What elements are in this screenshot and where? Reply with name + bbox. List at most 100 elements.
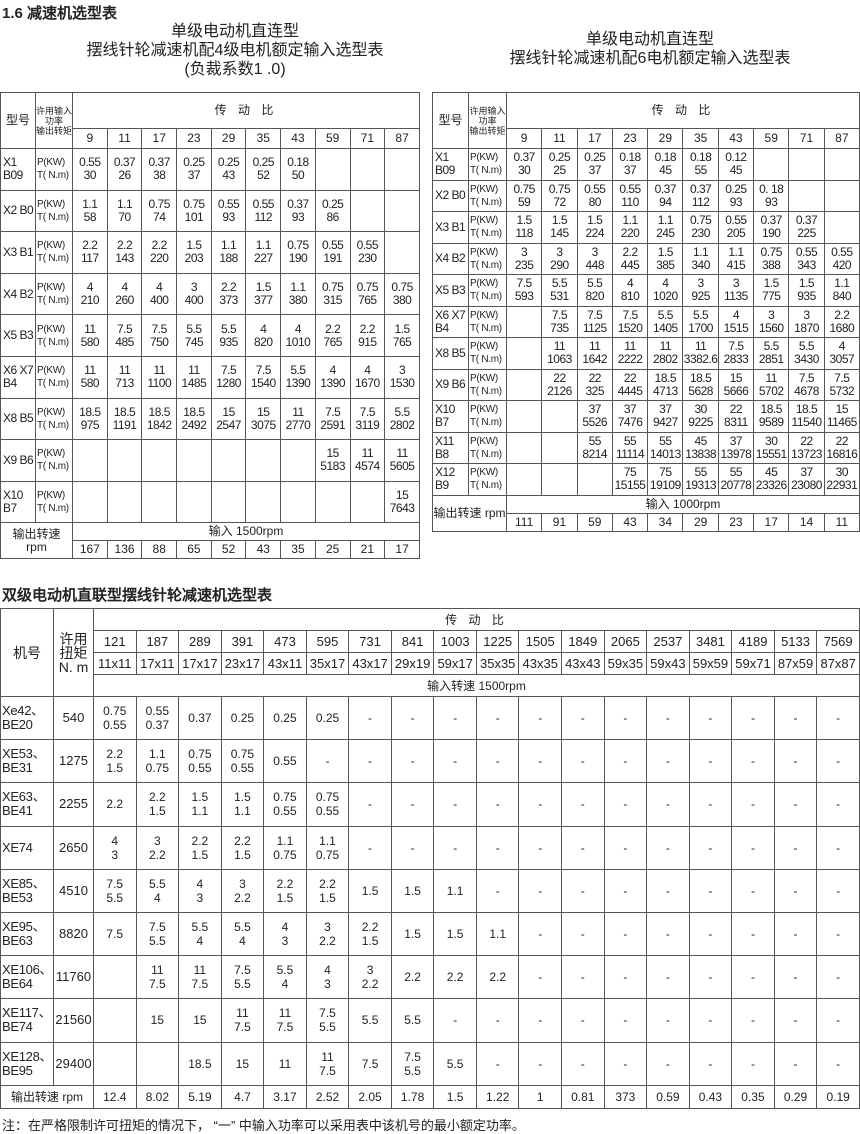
table-row: XE63、 BE41 2255 2.2 2.2 1.5 1.5 1.1 1.5 1.1 0.…: [0, 782, 860, 827]
value-cell: [753, 148, 790, 181]
value-cell: 0.55 191: [314, 231, 351, 274]
ratio-cell: 2537: [646, 630, 690, 653]
table-row: X8 B5 P(KW) T( N.m) 18.5 975 18.5 1191 18.5 1842…: [0, 397, 420, 441]
value-cell: 0.25 52: [245, 148, 282, 191]
value-cell: -: [646, 695, 690, 741]
pt-label: P(KW) T( N.m): [35, 189, 73, 233]
ratio-header: 传 动 比: [72, 92, 420, 129]
value-cell: 0.18 37: [611, 148, 649, 181]
torque-value: 4574: [354, 459, 380, 474]
torque-label: T( N.m): [470, 259, 502, 271]
value-cell: -: [603, 695, 648, 741]
value-cell: -: [731, 1041, 775, 1086]
torque-value: 8214: [582, 446, 608, 461]
value-cell: 11 5702: [753, 368, 790, 401]
model-cell: XE63、 BE41: [0, 782, 54, 827]
value-cell: 0.55 93: [210, 189, 247, 233]
value-cell: 2.2 1.5: [348, 911, 392, 957]
value-cell: 11 7.5: [263, 998, 307, 1043]
torque-value: 593: [514, 289, 534, 304]
ratio-cell: 3481: [688, 630, 733, 653]
value-cell: 4 1020: [647, 274, 684, 307]
torque-value: 19109: [649, 478, 681, 493]
value-cell: 2.2 220: [141, 231, 178, 274]
value-cell: [384, 189, 420, 233]
ratio-cell: 29: [210, 128, 247, 149]
table-row: X12 B9 P(KW) T( N.m) 75 15155 75 19109 55 19313 5…: [432, 463, 860, 496]
torque-label: T( N.m): [37, 295, 69, 307]
torque-value: 13978: [720, 446, 752, 461]
value-cell: 1.5 145: [541, 211, 578, 244]
value-cell: -: [731, 998, 775, 1043]
value-cell: 5.5 2802: [384, 397, 420, 441]
torque-value: 8311: [724, 415, 748, 430]
value-cell: [314, 148, 351, 191]
power-label: P(KW): [470, 372, 498, 384]
power-value: 22: [800, 433, 813, 448]
torque-cell: 2650: [53, 825, 94, 870]
value-cell: 5.5 935: [210, 314, 247, 357]
value-cell: 4 3: [93, 825, 137, 870]
value-cell: -: [518, 782, 563, 827]
power-label: P(KW): [470, 215, 498, 227]
power-value: 37: [588, 402, 602, 417]
value-cell: 4 1390: [314, 355, 351, 399]
ratio-cell: 1225: [475, 630, 520, 653]
value-cell: 1.1: [475, 911, 520, 957]
value-cell: 5.5 820: [576, 274, 613, 307]
torque-value: 220: [149, 251, 169, 266]
value-cell: 7.5: [93, 911, 137, 957]
power-value: 11: [153, 363, 165, 378]
value-cell: 3 1870: [788, 305, 825, 338]
value-cell: -: [561, 998, 605, 1043]
torque-value: 810: [620, 289, 640, 304]
speed-cell: 23: [717, 512, 755, 532]
value-cell: -: [561, 955, 605, 1000]
power-value: 7.5: [551, 307, 568, 322]
power-value: 11: [553, 339, 566, 354]
speed-cell: 0.81: [561, 1084, 605, 1109]
value-cell: 0.75 101: [176, 189, 212, 233]
value-cell: 3 448: [576, 242, 613, 275]
value-cell: 1.5 377: [245, 272, 282, 316]
value-cell: 18.5 2492: [176, 397, 212, 441]
value-cell: -: [603, 782, 648, 827]
power-value: 0.75: [391, 280, 413, 295]
ratio-cell: 595: [305, 630, 350, 653]
value-cell: [93, 1041, 137, 1086]
combo-cell: 17x17: [178, 652, 222, 675]
power-value: 37: [659, 402, 672, 417]
value-cell: 2.2 143: [106, 231, 143, 274]
torque-value: 765: [358, 293, 377, 308]
power-value: 5.5: [763, 339, 780, 354]
value-cell: 0.18 55: [682, 148, 719, 181]
value-cell: 0.37 30: [505, 148, 543, 181]
section-title: 1.6 减速机选型表: [2, 5, 118, 22]
power-value: 0.25: [217, 155, 240, 170]
value-cell: 4 810: [611, 274, 649, 307]
value-cell: 5.5 531: [541, 274, 578, 307]
value-cell: 5.5 1405: [647, 305, 684, 338]
combo-cell: 43x35: [518, 652, 563, 675]
speed-row: 167 136 88 65 52 43 35 25 21 17: [1, 540, 420, 560]
value-cell: 0.25 43: [210, 148, 247, 191]
value-cell: -: [433, 998, 477, 1043]
value-cell: 0.75 190: [280, 231, 316, 274]
speed-cell: 1.5: [433, 1084, 477, 1109]
power-value: 5.5: [394, 404, 411, 419]
torque-value: 1540: [250, 376, 276, 391]
torque-value: 190: [288, 251, 308, 266]
table-row: X1 B09 P(KW) T( N.m) 0.37 30 0.25 25 0.25 37 0.18…: [432, 148, 860, 181]
torque-value: 117: [81, 251, 99, 266]
ratio-cell: 43: [717, 128, 755, 149]
torque-value: 1390: [320, 376, 345, 391]
power-value: 18.5: [760, 402, 783, 417]
value-cell: -: [688, 998, 733, 1043]
power-value: 2.2: [834, 307, 850, 322]
power-value: 4: [329, 363, 337, 378]
power-label: P(KW): [470, 246, 498, 258]
torque-value: 30: [517, 163, 531, 178]
power-value: 18.5: [113, 404, 136, 419]
torque-value: 72: [553, 194, 566, 209]
